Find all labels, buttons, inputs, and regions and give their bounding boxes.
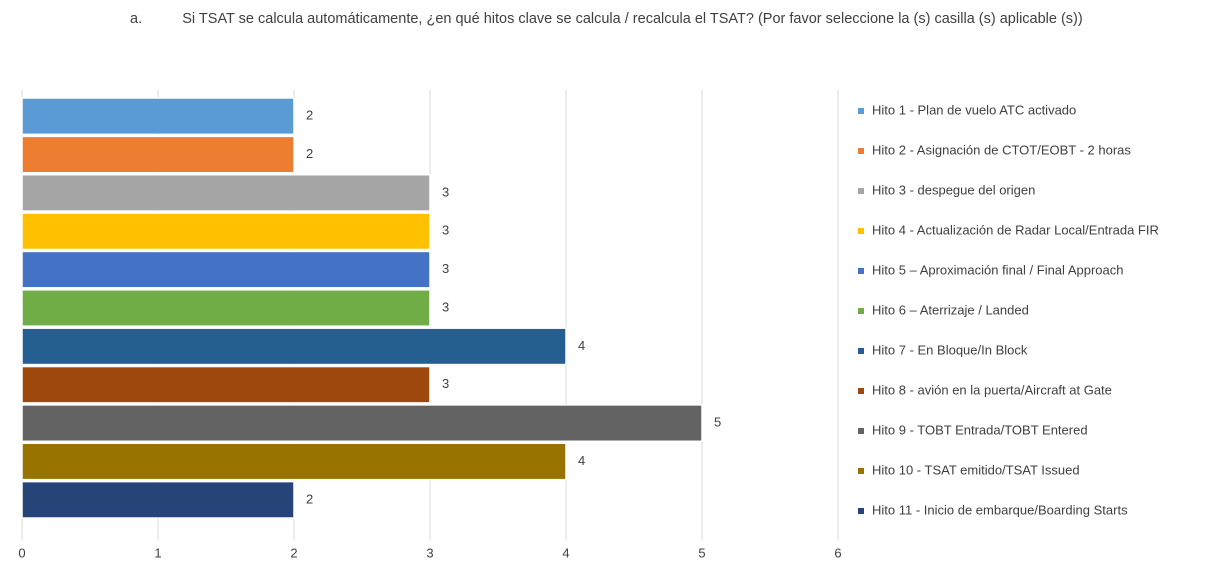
bar [21,135,295,174]
bar [21,404,703,443]
title-number: a. [130,11,143,27]
data-label: 2 [306,108,313,123]
legend-label: Hito 7 - En Bloque/In Block [872,342,1028,357]
legend-swatch [858,508,864,514]
data-label: 4 [578,338,585,353]
legend-label: Hito 11 - Inicio de embarque/Boarding St… [872,502,1128,517]
legend-swatch [858,148,864,154]
data-label: 4 [578,453,585,468]
bar [21,480,295,519]
legend-swatch [858,428,864,434]
data-label: 3 [442,223,449,238]
legend-swatch [858,108,864,114]
data-label: 3 [442,184,449,199]
legend-label: Hito 4 - Actualización de Radar Local/En… [872,222,1159,237]
bar [21,327,567,366]
data-label: 2 [306,146,313,161]
x-tick-label: 4 [562,545,569,560]
x-tick-label: 2 [290,545,297,560]
x-tick-label: 3 [426,545,433,560]
x-tick-label: 6 [834,545,841,560]
data-label: 2 [306,491,313,506]
legend-label: Hito 1 - Plan de vuelo ATC activado [872,102,1076,117]
bar [21,212,431,251]
x-tick-label: 0 [18,545,25,560]
legend-swatch [858,348,864,354]
bar [21,442,567,481]
legend-label: Hito 2 - Asignación de CTOT/EOBT - 2 hor… [872,142,1131,157]
bar [21,289,431,327]
bar [21,173,431,212]
legend-swatch [858,188,864,194]
bar [21,250,431,289]
legend-swatch [858,228,864,234]
bar [21,365,431,404]
legend-swatch [858,268,864,274]
data-label: 5 [714,415,721,430]
x-tick-label: 5 [698,545,705,560]
legend-label: Hito 8 - avión en la puerta/Aircraft at … [872,382,1112,397]
chart-title: Si TSAT se calcula automáticamente, ¿en … [182,11,1083,27]
data-label: 3 [442,261,449,276]
chart-title-block: a. Si TSAT se calcula automáticamente, ¿… [130,8,1090,30]
data-label: 3 [442,376,449,391]
legend-label: Hito 10 - TSAT emitido/TSAT Issued [872,462,1080,477]
legend-label: Hito 3 - despegue del origen [872,182,1035,197]
legend-swatch [858,468,864,474]
bar [21,97,295,136]
data-label: 3 [442,299,449,314]
legend-swatch [858,308,864,314]
legend-swatch [858,388,864,394]
legend-label: Hito 5 – Aproximación final / Final Appr… [872,262,1123,277]
legend-label: Hito 6 – Aterrizaje / Landed [872,302,1029,317]
legend-label: Hito 9 - TOBT Entrada/TOBT Entered [872,422,1088,437]
x-tick-label: 1 [154,545,161,560]
